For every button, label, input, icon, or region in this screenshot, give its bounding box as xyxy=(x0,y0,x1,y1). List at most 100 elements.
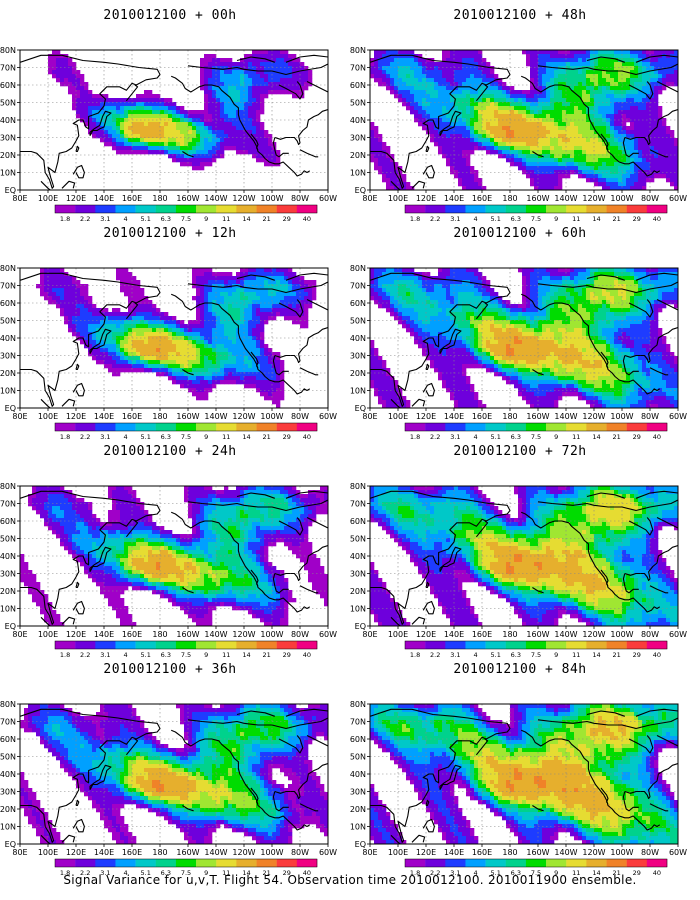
field-cell xyxy=(260,340,265,345)
field-cell xyxy=(56,54,61,59)
field-cell xyxy=(398,78,403,83)
field-cell xyxy=(260,312,265,317)
field-cell xyxy=(634,170,639,175)
field-cell xyxy=(212,98,217,103)
field-cell xyxy=(280,288,285,293)
field-cell xyxy=(204,154,209,159)
field-cell xyxy=(458,272,463,277)
field-cell xyxy=(244,356,249,361)
colorbar-label: 40 xyxy=(303,215,311,223)
field-cell xyxy=(654,122,659,127)
field-cell xyxy=(188,134,193,139)
field-cell xyxy=(554,70,559,75)
field-cell xyxy=(474,174,479,179)
field-cell xyxy=(248,304,253,309)
field-cell xyxy=(120,114,125,119)
field-cell xyxy=(172,316,177,321)
colorbar-segment xyxy=(586,205,607,213)
field-cell xyxy=(108,348,113,353)
field-cell xyxy=(510,134,515,139)
field-cell xyxy=(550,74,555,79)
field-cell xyxy=(308,70,313,75)
field-cell xyxy=(586,268,591,273)
field-cell xyxy=(570,70,575,75)
field-cell xyxy=(522,118,527,123)
field-cell xyxy=(196,348,201,353)
field-cell xyxy=(654,268,659,273)
field-cell xyxy=(426,86,431,91)
field-cell xyxy=(276,272,281,277)
field-cell xyxy=(80,284,85,289)
field-cell xyxy=(466,118,471,123)
field-cell xyxy=(216,348,221,353)
field-cell xyxy=(164,130,169,135)
colorbar-segment xyxy=(115,205,136,213)
field-cell xyxy=(542,94,547,99)
field-cell xyxy=(582,126,587,131)
field-cell xyxy=(478,78,483,83)
field-cell xyxy=(470,178,475,183)
coastline xyxy=(299,149,319,158)
field-cell xyxy=(422,126,427,131)
field-cell xyxy=(116,102,121,107)
field-cell xyxy=(414,284,419,289)
field-cell xyxy=(610,126,615,131)
field-cell xyxy=(84,292,89,297)
field-cell xyxy=(614,98,619,103)
field-cell xyxy=(264,70,269,75)
field-cell xyxy=(654,138,659,143)
field-cell xyxy=(490,110,495,115)
field-cell xyxy=(634,110,639,115)
field-cell xyxy=(96,348,101,353)
field-cell xyxy=(212,130,217,135)
field-cell xyxy=(212,312,217,317)
field-cell xyxy=(654,86,659,91)
field-cell xyxy=(658,82,663,87)
field-cell xyxy=(240,98,245,103)
field-cell xyxy=(570,82,575,87)
field-cell xyxy=(646,276,651,281)
field-cell xyxy=(208,372,213,377)
field-cell xyxy=(212,54,217,59)
field-cell xyxy=(88,110,93,115)
field-cell xyxy=(160,364,165,369)
field-cell xyxy=(84,308,89,313)
field-cell xyxy=(450,70,455,75)
field-cell xyxy=(244,142,249,147)
field-cell xyxy=(124,98,129,103)
field-cell xyxy=(164,110,169,115)
field-cell xyxy=(64,58,69,63)
field-cell xyxy=(378,62,383,67)
field-cell xyxy=(252,296,257,301)
field-cell xyxy=(204,134,209,139)
field-cell xyxy=(80,82,85,87)
field-cell xyxy=(132,356,137,361)
field-cell xyxy=(602,268,607,273)
field-cell xyxy=(466,106,471,111)
field-cell xyxy=(140,102,145,107)
field-cell xyxy=(168,146,173,151)
field-cell xyxy=(606,54,611,59)
field-cell xyxy=(546,134,551,139)
field-cell xyxy=(72,316,77,321)
field-cell xyxy=(296,62,301,67)
field-cell xyxy=(390,158,395,163)
field-cell xyxy=(200,58,205,63)
field-cell xyxy=(386,74,391,79)
field-cell xyxy=(128,336,133,341)
field-cell xyxy=(232,360,237,365)
field-cell xyxy=(414,106,419,111)
field-cell xyxy=(244,90,249,95)
field-cell xyxy=(276,54,281,59)
field-cell xyxy=(518,158,523,163)
field-cell xyxy=(232,134,237,139)
field-cell xyxy=(546,70,551,75)
field-cell xyxy=(414,86,419,91)
field-cell xyxy=(374,78,379,83)
longitude-label: 120W xyxy=(582,194,605,203)
field-cell xyxy=(506,90,511,95)
field-cell xyxy=(140,352,145,357)
field-cell xyxy=(88,320,93,325)
field-cell xyxy=(136,94,141,99)
field-cell xyxy=(386,70,391,75)
